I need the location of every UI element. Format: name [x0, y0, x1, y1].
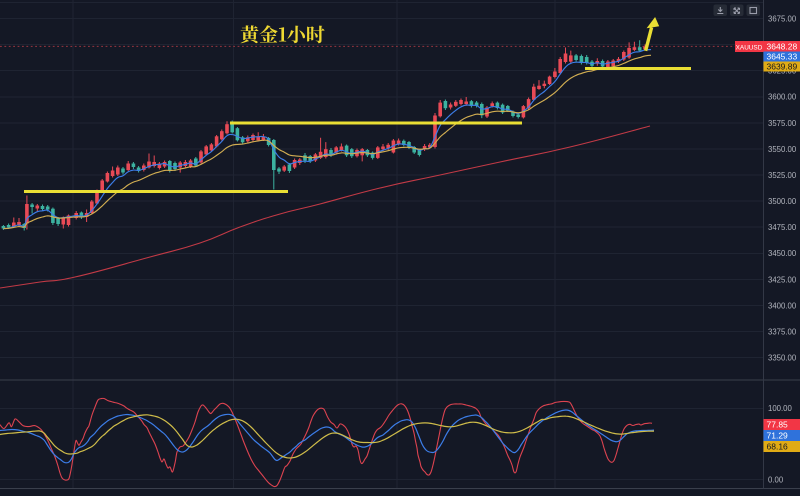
svg-text:3475.00: 3475.00 [768, 223, 797, 232]
svg-text:3525.00: 3525.00 [768, 171, 797, 180]
svg-text:0.00: 0.00 [768, 476, 784, 485]
svg-text:3645.33: 3645.33 [767, 52, 798, 62]
svg-text:100.00: 100.00 [768, 404, 793, 413]
svg-text:3575.00: 3575.00 [768, 119, 797, 128]
svg-text:68.16: 68.16 [767, 442, 789, 452]
svg-text:77.85: 77.85 [767, 420, 789, 430]
svg-text:3600.00: 3600.00 [768, 93, 797, 102]
svg-text:3400.00: 3400.00 [768, 301, 797, 310]
svg-text:3500.00: 3500.00 [768, 197, 797, 206]
svg-text:3648.28: 3648.28 [767, 41, 798, 51]
svg-text:3675.00: 3675.00 [768, 14, 797, 23]
svg-text:XAUUSD: XAUUSD [736, 44, 763, 51]
svg-text:3350.00: 3350.00 [768, 354, 797, 363]
svg-text:3450.00: 3450.00 [768, 249, 797, 258]
svg-text:3639.89: 3639.89 [767, 62, 798, 72]
svg-text:71.29: 71.29 [767, 431, 789, 441]
svg-text:3375.00: 3375.00 [768, 327, 797, 336]
svg-text:3425.00: 3425.00 [768, 275, 797, 284]
svg-text:3550.00: 3550.00 [768, 145, 797, 154]
